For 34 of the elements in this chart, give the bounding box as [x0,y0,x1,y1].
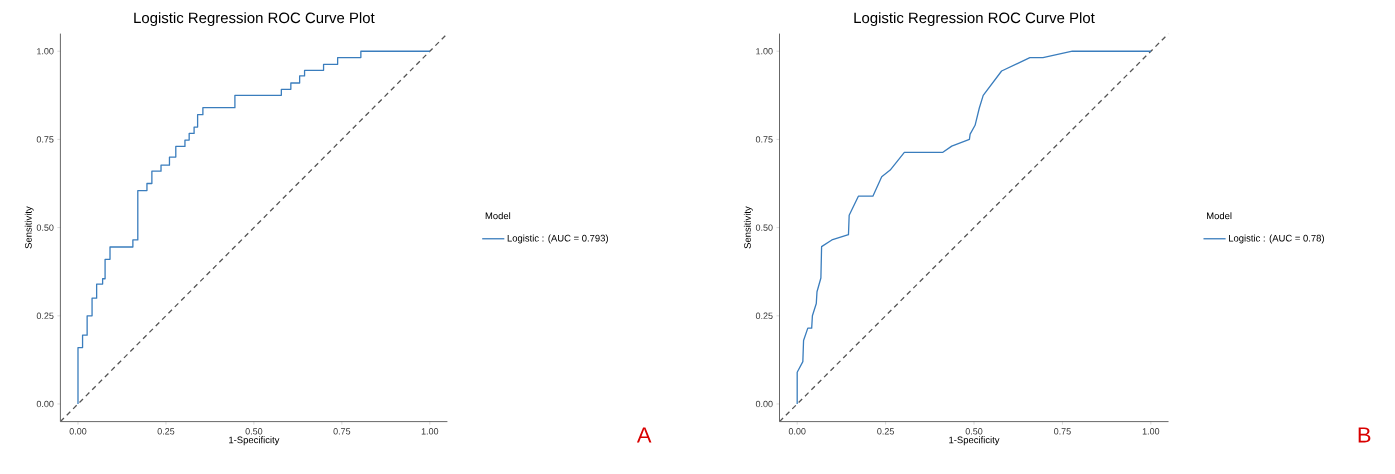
y-tick-label: 0.50 [755,224,773,231]
x-tick-label: 0.50 [965,428,983,435]
x-axis-title: 1-Specificity [949,436,1000,446]
y-tick-label: 0.75 [36,136,54,143]
y-tick-label: 0.25 [755,312,773,319]
y-tick-label: 0.25 [36,312,54,319]
chart-title: Logistic Regression ROC Curve Plot [134,12,375,27]
x-tick-label: 1.00 [1142,428,1160,435]
x-tick-label: 0.00 [788,428,806,435]
y-tick-label: 1.00 [756,48,773,55]
x-tick-label: 0.75 [1054,428,1071,435]
text: B [1358,427,1371,443]
x-axis-title: 1-Specificity [229,436,280,446]
line-series [796,50,1152,405]
y-tick-label: 0.00 [755,400,773,408]
y-tick-label: 0.50 [36,224,54,231]
legend-title: Model [1207,212,1232,220]
y-tick-label: 0.00 [36,400,54,408]
x-tick-label: 0.50 [245,428,263,435]
y-tick-label: 0.75 [755,136,773,143]
y-axis-title: Sensitivity [743,206,753,249]
x-tick-label: 1.00 [421,428,439,435]
y-axis-title: Sensitivity [24,206,34,249]
text: A [636,427,652,443]
x-tick-label: 0.25 [877,428,894,435]
legend-title: Model [485,212,511,220]
line-series [77,50,431,405]
legend-label: Logistic : (AUC = 0.78) [1229,234,1324,244]
legend-label: Logistic : (AUC = 0.793) [507,234,608,244]
x-tick-label: 0.00 [69,428,87,435]
x-tick-label: 0.75 [333,428,351,435]
chart-title: Logistic Regression ROC Curve Plot [854,12,1095,27]
y-tick-label: 1.00 [37,48,54,55]
x-tick-label: 0.25 [157,428,175,435]
